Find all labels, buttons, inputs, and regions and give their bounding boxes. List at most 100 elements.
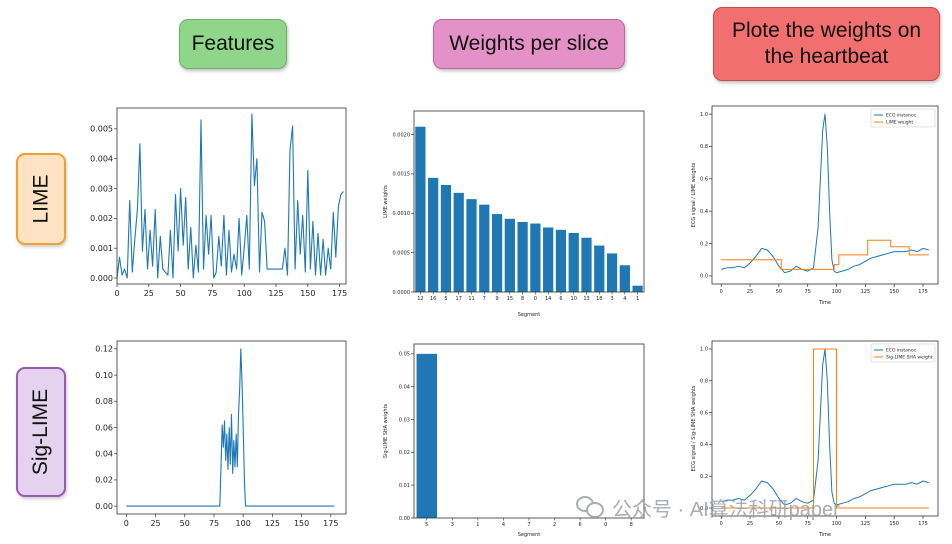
lime-features-ytick-label: 0.000	[90, 274, 113, 283]
sig-lime-weights-chart: 5 3 1 4 7 2 6 0 8 0.00 0.01 0.02 0.03 0.04 0.05 Segment…	[383, 343, 645, 538]
lime-heartbeat-legend-label: ECG instance	[886, 113, 916, 119]
sig-features-ytick-label: 0.08	[95, 397, 113, 406]
lime-weights-xtick-label: 8	[521, 296, 524, 302]
sig-heartbeat-ytick-label: 0.2	[700, 474, 708, 480]
lime-features-xtick-label: 50	[176, 289, 186, 298]
lime-weights-bar	[606, 253, 618, 292]
lime-weights-bar	[555, 229, 567, 292]
lime-weights-chart: 12 16 5 17 11 7 9 15 8 0 14 6 10 13 18 3 4 1 0.0000 0.0005 0…	[383, 110, 645, 318]
lime-heartbeat-legend-box	[870, 108, 936, 128]
lime-weights-xtick-label: 13	[583, 296, 589, 302]
sig-heartbeat-ytick-label: 1.0	[700, 347, 708, 353]
lime-weights-ylabel: LIME weights	[383, 185, 389, 218]
sig-weights-xtick-label: 7	[527, 522, 530, 528]
lime-heartbeat-xlabel: Time	[818, 300, 831, 306]
sig-weights-ytick-label: 0.02	[399, 450, 410, 456]
weights-header-label: Weights per slice	[449, 32, 609, 55]
sig-features-ytick-label: 0.10	[95, 371, 113, 380]
sig-lime-row-text: Sig-LIME	[29, 388, 53, 476]
lime-features-xtick-label: 100	[237, 289, 252, 298]
lime-features-xtick-label: 175	[332, 289, 347, 298]
sig-weights-xtick-label: 2	[553, 522, 556, 528]
lime-weights-bar	[568, 232, 579, 292]
sig-heartbeat-legend-label: Sig-LIME SHA weight	[886, 355, 933, 361]
plote-header-line2: the heartbeat	[764, 45, 889, 68]
sig-features-xtick-label: 150	[294, 519, 309, 528]
watermark-text: 公众号 · AI算法科研paper	[612, 498, 840, 521]
sig-features-ytick-label: 0.12	[95, 345, 113, 354]
sig-heartbeat-ytick-label: 0.4	[700, 442, 708, 448]
sig-weights-xtick-label: 3	[451, 522, 454, 528]
lime-weights-ytick-label: 0.0020	[393, 132, 411, 138]
sig-weights-ytick-label: 0.05	[399, 352, 410, 358]
lime-heartbeat-xtick-label: 150	[889, 289, 899, 295]
lime-heartbeat-ytick-label: 1.0	[700, 112, 708, 118]
sig-heartbeat-frame	[711, 340, 939, 517]
features-header: Features	[179, 19, 287, 69]
lime-heartbeat-frame	[711, 105, 939, 285]
lime-weights-bar	[491, 214, 503, 292]
sig-features-ytick-label: 0.06	[95, 423, 113, 432]
lime-heartbeat-xtick-label: 125	[861, 289, 871, 295]
lime-features-xtick-label: 0	[114, 289, 119, 298]
lime-heartbeat-legend-label: LIME weight	[886, 120, 913, 126]
lime-weights-frame	[413, 110, 645, 293]
sig-features-xtick-label: 0	[124, 519, 129, 528]
lime-weights-bar	[632, 285, 643, 292]
lime-features-series-line	[116, 113, 344, 279]
lime-weights-ytick-label: 0.0015	[393, 172, 411, 178]
weights-header: Weights per slice	[433, 19, 625, 69]
sig-weights-xtick-label: 0	[604, 522, 607, 528]
sig-heartbeat-xtick-label: 0	[720, 521, 723, 527]
lime-weights-bar	[440, 184, 452, 292]
lime-row-label: LIME	[16, 153, 66, 245]
lime-heartbeat-ytick-label: 0.4	[700, 209, 708, 215]
lime-weights-bar	[581, 237, 592, 292]
lime-features-xtick-label: 75	[207, 289, 217, 298]
lime-weights-bar	[619, 265, 630, 292]
sig-weights-ylabel: Sig-LIME SHA weights	[383, 403, 389, 458]
sig-weights-xtick-label: 6	[579, 522, 582, 528]
features-header-label: Features	[191, 32, 275, 55]
lime-heartbeat-series-line	[721, 239, 929, 270]
lime-heartbeat-ylabel: ECG signal / LIME weights	[691, 162, 697, 227]
lime-features-ytick-label: 0.001	[90, 244, 113, 253]
sig-features-ytick-label: 0.04	[95, 450, 113, 459]
lime-weights-xtick-label: 17	[456, 296, 462, 302]
plote-header-line1: Plote the weights on	[731, 19, 922, 42]
lime-weights-xtick-label: 12	[417, 296, 423, 302]
sig-heartbeat-xtick-label: 175	[918, 521, 928, 527]
lime-weights-xtick-label: 9	[495, 296, 498, 302]
lime-weights-bar	[517, 221, 528, 292]
sig-heartbeat-legend-box	[870, 343, 936, 363]
lime-weights-xtick-label: 1	[636, 296, 639, 302]
lime-heartbeat-xtick-label: 75	[805, 289, 811, 295]
lime-heartbeat-xtick-label: 100	[832, 289, 842, 295]
sig-weights-xtick-label: 4	[502, 522, 505, 528]
lime-heartbeat-xtick-label: 175	[918, 289, 928, 295]
sig-heartbeat-legend-label: ECG instance	[886, 348, 916, 354]
sig-features-xtick-label: 75	[209, 519, 219, 528]
lime-heartbeat-ytick-label: 0.0	[700, 274, 708, 280]
sig-features-xtick-label: 175	[323, 519, 338, 528]
sig-heartbeat-xlabel: Time	[818, 532, 831, 538]
lime-weights-xtick-label: 16	[430, 296, 436, 302]
sig-features-xtick-label: 25	[150, 519, 160, 528]
lime-heartbeat-series-line	[721, 113, 929, 274]
sig-weights-ytick-label: 0.00	[399, 516, 410, 522]
sig-features-xtick-label: 50	[180, 519, 190, 528]
lime-heartbeat-chart: 0 25 50 75 100 125 150 175 0.0 0.2 0.4 0.6 0.8 1.0 Tim…	[691, 105, 939, 306]
lime-features-chart: 0 25 50 75 100 125 150 175 0.000 0.001 0.002 0.003 0…	[90, 107, 347, 298]
lime-features-xtick-label: 150	[300, 289, 315, 298]
lime-heartbeat-ytick-label: 0.8	[700, 144, 708, 150]
sig-weights-ytick-label: 0.01	[399, 483, 410, 489]
sig-weights-xtick-label: 5	[425, 522, 428, 528]
lime-features-ytick-label: 0.004	[90, 155, 113, 164]
lime-weights-bar	[594, 245, 605, 292]
sig-weights-frame	[413, 343, 645, 519]
lime-weights-bar	[479, 204, 490, 292]
lime-features-ytick-label: 0.003	[90, 184, 113, 193]
sig-heartbeat-xtick-label: 25	[747, 521, 753, 527]
